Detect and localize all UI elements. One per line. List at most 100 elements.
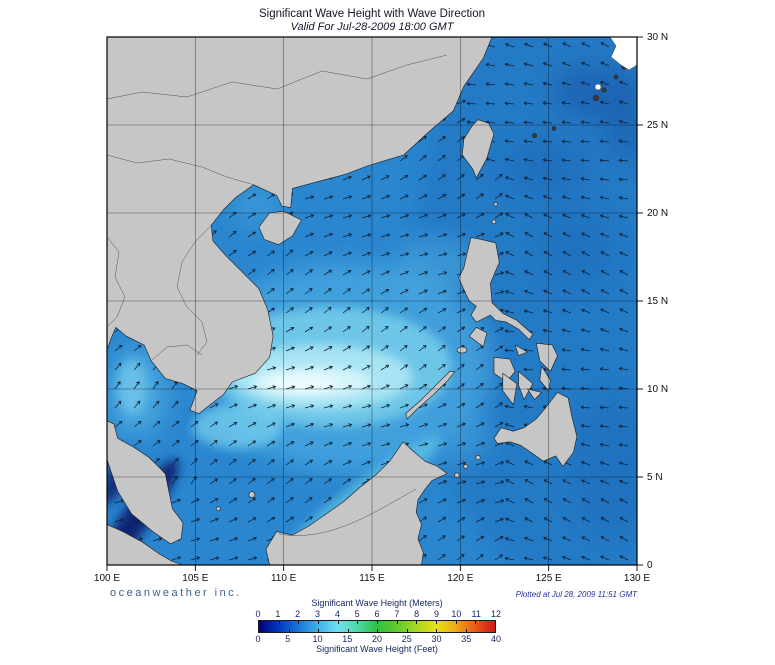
x-axis-tick-label: 115 E (359, 573, 385, 584)
legend-meters-tick-label: 4 (334, 609, 340, 619)
natuna-island (248, 491, 256, 498)
legend-feet-tick-label: 0 (255, 634, 261, 644)
legend-feet-tick-label: 20 (371, 634, 383, 644)
legend-feet-tick-label: 5 (285, 634, 291, 644)
legend-feet-label: Significant Wave Height (Feet) (316, 644, 438, 654)
hainan-island (258, 210, 302, 245)
ryukyu-island (593, 95, 600, 102)
colorbar-feet-tick (347, 629, 349, 632)
legend-meters-tick-label: 0 (255, 609, 261, 619)
legend-feet-tick-label: 40 (490, 634, 502, 644)
legend-meters-tick-label: 8 (414, 609, 420, 619)
x-axis-tick-label: 120 E (447, 573, 474, 584)
colorbar-meters-tick (436, 621, 437, 624)
anambas-island (216, 506, 221, 512)
colorbar-feet-tick (406, 629, 408, 632)
x-axis-tick-label: 100 E (93, 573, 121, 584)
legend-feet-tick-label: 10 (312, 634, 323, 644)
page-title: Significant Wave Height with Wave Direct… (258, 8, 486, 20)
river-line (107, 54, 448, 100)
legend-feet-ticks: 0 5 10 15 20 25 30 35 40 (255, 634, 501, 644)
ryukyu-island (613, 74, 619, 80)
colorbar-meters-tick (259, 621, 260, 624)
colorbar-feet-tick (318, 629, 319, 632)
landmass-china-indochina (107, 37, 493, 414)
x-axis-tick-label: 110 E (270, 573, 297, 584)
x-axis-tick-label: 130 E (623, 573, 651, 584)
colorbar-feet-tick (288, 629, 290, 632)
colorbar-feet-tick (465, 629, 467, 632)
legend-meters-tick-label: 9 (433, 609, 440, 619)
taiwan-island (461, 119, 495, 179)
land-layer (107, 37, 637, 565)
colorbar-meters-tick (298, 621, 300, 624)
landmass-sumatra (107, 524, 184, 565)
y-axis-tick-label: 0 (647, 560, 653, 571)
legend-meters-label: Significant Wave Height (Meters) (311, 598, 443, 608)
landmass-borneo (265, 441, 448, 565)
legend-feet-tick-label: 25 (401, 634, 412, 644)
legend-meters-tick-label: 10 (451, 609, 462, 619)
grid-layer (107, 37, 637, 565)
palawan-island (405, 371, 456, 420)
colorbar-meters-tick (357, 621, 359, 624)
y-axis-tick-label: 25 N (647, 120, 669, 131)
colorbar-meters-tick (278, 621, 280, 624)
country-border (176, 225, 212, 356)
data-void (594, 83, 602, 91)
sulu-island (475, 455, 481, 461)
cebu-island (518, 371, 534, 400)
legend-meters-tick-label: 11 (471, 609, 481, 619)
ishigaki-island (532, 133, 537, 139)
axis-ticks (106, 36, 643, 571)
legend-meters-tick-label: 6 (374, 609, 380, 619)
data-void (609, 37, 637, 71)
babuyan-island (491, 219, 497, 225)
plotted-timestamp: Plotted at Jul 28, 2009 11:51 GMT (515, 590, 637, 599)
colorbar-meters-tick (475, 621, 477, 624)
country-border (148, 457, 166, 475)
bohol-island (527, 388, 542, 400)
colorbar-meters-tick (318, 621, 319, 624)
legend-meters-tick-label: 12 (490, 609, 502, 619)
sulu-island (454, 472, 460, 478)
legend-colorbar (258, 620, 496, 633)
y-axis-tick-label: 5 N (647, 472, 663, 483)
y-axis-tick-label: 30 N (647, 32, 669, 43)
mindanao-island (493, 392, 578, 467)
masbate-island (514, 344, 528, 356)
colorbar-feet-tick (436, 629, 437, 632)
legend-meters-tick-label: 5 (354, 609, 360, 619)
y-axis-labels: 30 N 25 N 20 N 15 N 10 N 5 N 0 (645, 32, 687, 571)
luzon-island (458, 237, 534, 340)
country-border (151, 344, 203, 361)
y-axis-tick-label: 15 N (647, 296, 669, 307)
panay-island (493, 357, 516, 383)
oceanweather-brand: oceanweather inc. (110, 587, 242, 599)
legend-feet-tick-label: 35 (461, 634, 472, 644)
country-border (107, 236, 126, 328)
x-axis-labels: 100 E 105 E 110 E 115 E 120 E 125 E 130 E (94, 573, 650, 587)
ryukyu-island (601, 87, 607, 93)
y-axis-tick-label: 10 N (647, 384, 669, 395)
colorbar-feet-tick (495, 629, 496, 632)
legend-feet-tick-label: 30 (431, 634, 442, 644)
sulu-island (463, 464, 469, 469)
landmass-malay-peninsula (107, 420, 184, 545)
legend-feet-tick-label: 15 (342, 634, 353, 644)
x-axis-tick-label: 105 E (182, 573, 209, 584)
miyako-island (551, 126, 557, 131)
batanes-island (493, 202, 498, 207)
legend-meters-tick-label: 2 (295, 609, 301, 619)
colorbar-meters-tick (495, 621, 496, 624)
samar-island (536, 342, 558, 372)
colorbar-feet-tick (259, 629, 260, 632)
colorbar-meters-tick (396, 621, 398, 624)
legend-meters-tick-label: 3 (314, 609, 321, 619)
colorbar-meters-tick (455, 621, 457, 624)
colorbar-meters-tick (337, 621, 339, 624)
colorbar-feet-tick (377, 629, 378, 632)
x-axis-tick-label: 125 E (535, 573, 562, 584)
